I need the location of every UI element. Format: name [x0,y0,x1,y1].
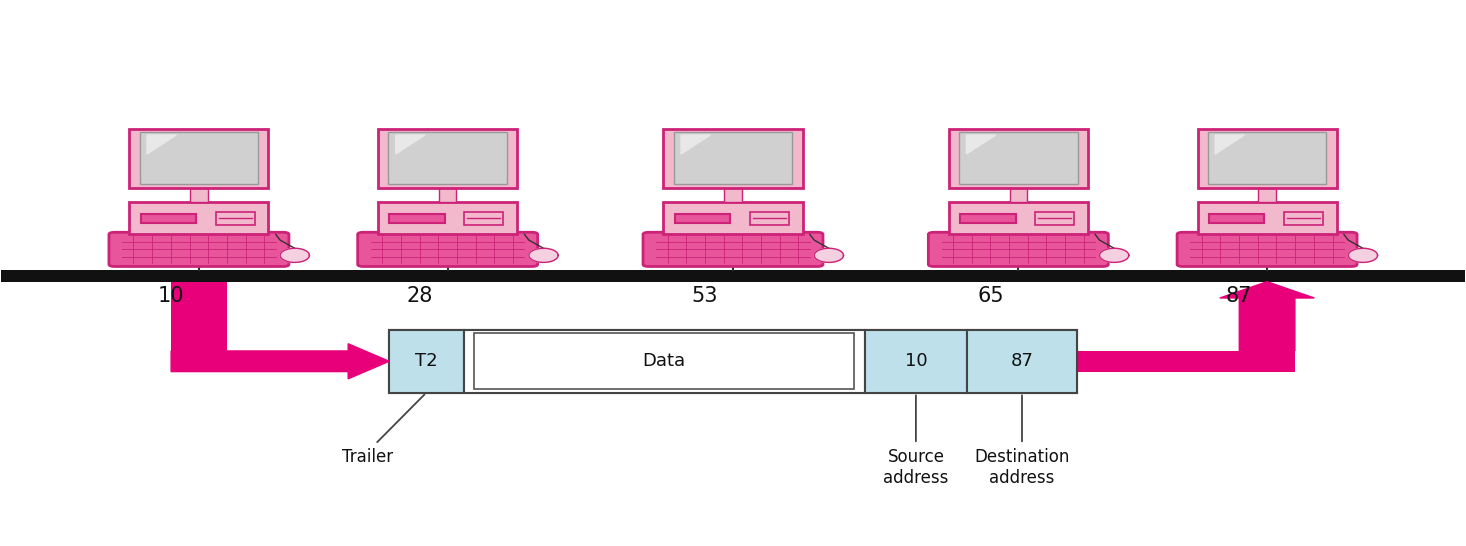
Bar [1035,212,1075,224]
Bar [1208,214,1264,223]
Bar [465,212,503,224]
Polygon shape [966,135,995,154]
Text: Data: Data [642,352,686,370]
FancyArrow shape [172,344,388,379]
Text: 87: 87 [1010,352,1034,370]
Text: 10: 10 [158,286,185,306]
Bar [1198,202,1337,234]
Bar [949,202,1088,234]
Bar [749,212,789,224]
Bar [1258,188,1275,202]
Bar [1198,128,1337,188]
Text: T2: T2 [415,352,438,370]
Bar [388,330,463,393]
Bar [463,330,865,393]
Polygon shape [280,248,309,263]
FancyBboxPatch shape [1177,232,1358,266]
Bar [172,282,227,361]
Bar [1078,351,1294,372]
Bar [960,214,1016,223]
Text: Source
address: Source address [883,448,949,487]
Bar [664,202,802,234]
Text: 28: 28 [406,286,432,306]
Bar [129,128,268,188]
Polygon shape [682,135,711,154]
Polygon shape [147,135,176,154]
Bar [378,128,517,188]
Bar [1284,212,1322,224]
Bar [141,214,196,223]
FancyBboxPatch shape [928,232,1108,266]
Bar [865,330,968,393]
FancyArrow shape [1220,282,1315,351]
Bar [959,132,1078,185]
Text: 10: 10 [905,352,927,370]
Bar [139,132,258,185]
Text: 87: 87 [1226,286,1252,306]
Bar [438,188,456,202]
Bar [388,132,507,185]
Text: 53: 53 [692,286,718,306]
Text: Trailer: Trailer [343,448,393,466]
Bar [216,212,255,224]
Bar [474,333,855,389]
Bar [1208,132,1327,185]
Text: 65: 65 [976,286,1004,306]
Bar [378,202,517,234]
Bar [949,128,1088,188]
Text: Destination
address: Destination address [975,448,1070,487]
Polygon shape [529,248,559,263]
Polygon shape [1349,248,1378,263]
Bar [968,330,1078,393]
Bar [388,330,1078,393]
FancyBboxPatch shape [358,232,538,266]
Bar [1,270,1465,282]
Bar [191,188,208,202]
FancyBboxPatch shape [108,232,289,266]
Polygon shape [1215,135,1245,154]
Bar [129,202,268,234]
Bar [390,214,444,223]
Bar [1010,188,1028,202]
Bar [664,128,802,188]
Bar [724,188,742,202]
Bar [674,214,730,223]
FancyBboxPatch shape [644,232,822,266]
Bar [674,132,792,185]
Polygon shape [1100,248,1129,263]
Polygon shape [814,248,843,263]
Polygon shape [396,135,425,154]
